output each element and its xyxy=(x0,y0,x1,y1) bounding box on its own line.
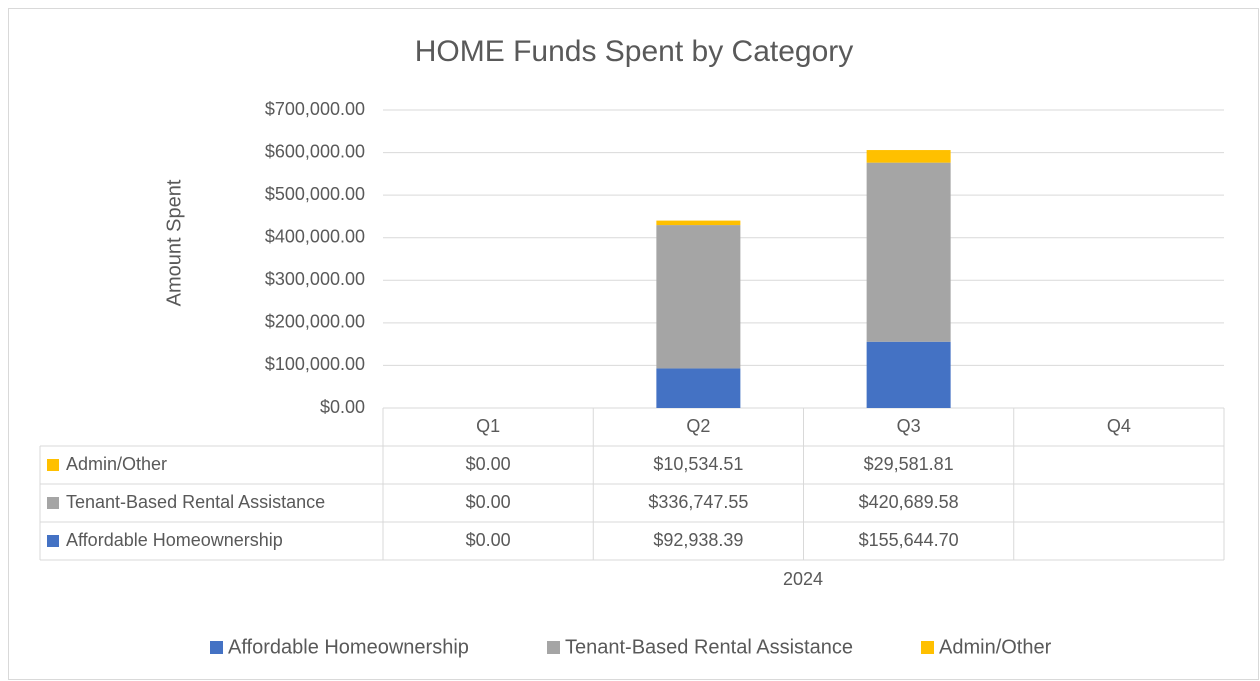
x-tick-label: Q2 xyxy=(686,416,710,436)
table-legend-key xyxy=(47,535,59,547)
y-axis-label: Amount Spent xyxy=(163,179,185,306)
y-tick-label: $400,000.00 xyxy=(265,226,365,246)
legend-key xyxy=(210,641,223,654)
table-value: $336,747.55 xyxy=(648,492,748,512)
x-axis-label: 2024 xyxy=(783,569,823,589)
table-value: $0.00 xyxy=(466,530,511,550)
chart-border xyxy=(8,8,1259,680)
y-tick-label: $100,000.00 xyxy=(265,354,365,374)
table-row-label: Tenant-Based Rental Assistance xyxy=(66,492,325,512)
table-row-label: Admin/Other xyxy=(66,454,167,474)
x-tick-label: Q3 xyxy=(897,416,921,436)
table-value: $10,534.51 xyxy=(653,454,743,474)
chart-title: HOME Funds Spent by Category xyxy=(415,35,854,68)
bar-segment xyxy=(656,368,741,408)
legend-label: Affordable Homeownership xyxy=(228,636,469,658)
table-legend-key xyxy=(47,459,59,471)
table-value: $0.00 xyxy=(466,454,511,474)
bar-segment xyxy=(656,220,741,226)
y-tick-label: $300,000.00 xyxy=(265,269,365,289)
table-value: $29,581.81 xyxy=(864,454,954,474)
legend-key xyxy=(921,641,934,654)
table-value: $155,644.70 xyxy=(859,530,959,550)
legend-key xyxy=(547,641,560,654)
y-tick-label: $0.00 xyxy=(320,397,365,417)
bar-segment xyxy=(866,341,951,408)
y-tick-label: $600,000.00 xyxy=(265,141,365,161)
table-value: $0.00 xyxy=(466,492,511,512)
bar-segment xyxy=(656,225,741,369)
table-legend-key xyxy=(47,497,59,509)
bar-segment xyxy=(866,150,951,163)
y-tick-label: $500,000.00 xyxy=(265,184,365,204)
x-tick-label: Q4 xyxy=(1107,416,1131,436)
table-value: $92,938.39 xyxy=(653,530,743,550)
table-value: $420,689.58 xyxy=(859,492,959,512)
x-tick-label: Q1 xyxy=(476,416,500,436)
y-tick-label: $700,000.00 xyxy=(265,99,365,119)
legend-label: Admin/Other xyxy=(939,636,1052,658)
table-row-label: Affordable Homeownership xyxy=(66,530,283,550)
y-tick-label: $200,000.00 xyxy=(265,312,365,332)
legend-label: Tenant-Based Rental Assistance xyxy=(565,636,853,658)
bar-segment xyxy=(866,162,951,342)
